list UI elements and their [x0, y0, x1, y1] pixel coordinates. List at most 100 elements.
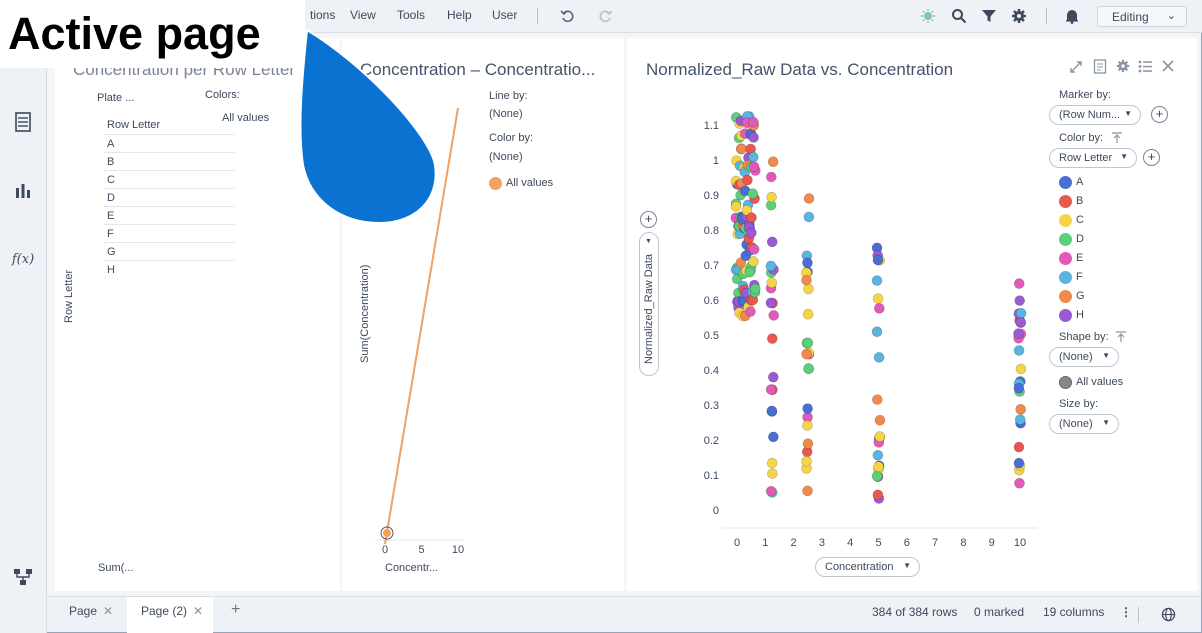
redo-icon[interactable]	[595, 6, 615, 26]
sort-icon[interactable]	[1115, 330, 1127, 348]
colors-legend-all-values[interactable]: All values	[222, 112, 270, 124]
tab-page[interactable]: Page ✕	[55, 597, 123, 633]
data-point	[766, 236, 778, 248]
marker-by-dropdown[interactable]: (Row Num... ▼	[1049, 105, 1141, 125]
data-point	[1014, 477, 1025, 489]
table-row[interactable]: G	[104, 242, 235, 260]
data-point	[871, 326, 883, 338]
filter-icon[interactable]	[979, 6, 999, 26]
marked-count[interactable]: 0 marked	[974, 605, 1025, 619]
globe-icon[interactable]	[1161, 607, 1176, 627]
table-row[interactable]: H	[104, 260, 235, 278]
more-options-icon[interactable]: ⋮	[1120, 605, 1132, 619]
legend-swatch	[1059, 309, 1072, 322]
y-tick-label: 0.1	[704, 470, 719, 482]
menu-visualizations[interactable]: tions	[310, 8, 336, 22]
details-icon[interactable]	[1093, 59, 1107, 79]
x-tick-label: 5	[418, 544, 424, 556]
data-point	[871, 470, 883, 482]
scatter-plot-area[interactable]: 0 0.1 0.2 0.3 0.4 0.5 0.6 0.7 0.8 0.9 1 1.1 0 1 2 3 4 5 6 7…	[627, 38, 1197, 591]
table-row[interactable]: D	[104, 188, 235, 206]
data-point	[802, 403, 813, 414]
data-point	[746, 212, 757, 223]
x-axis-selector[interactable]: Concentration ▼	[815, 557, 920, 577]
close-tab-icon[interactable]: ✕	[192, 604, 203, 618]
row-letter-header[interactable]: Row Letter	[107, 119, 161, 131]
close-tab-icon[interactable]: ✕	[102, 604, 113, 618]
color-by-dropdown[interactable]: Row Letter ▼	[1049, 148, 1137, 168]
table-row[interactable]: C	[104, 170, 235, 188]
y-tick-label: 0.3	[704, 400, 719, 412]
data-point	[744, 266, 756, 278]
shape-by-dropdown[interactable]: (None) ▼	[1049, 347, 1119, 367]
add-color-button[interactable]: +	[1143, 149, 1160, 166]
table-row[interactable]: E	[104, 206, 235, 224]
table-row[interactable]: B	[104, 152, 235, 170]
shape-by-value: (None)	[1059, 351, 1093, 363]
mode-dropdown[interactable]: Editing ⌄	[1097, 6, 1187, 27]
data-point	[766, 457, 778, 469]
add-marker-button[interactable]: +	[1151, 106, 1168, 123]
legend-label: D	[1076, 233, 1084, 245]
search-icon[interactable]	[949, 6, 969, 26]
notifications-bell-icon[interactable]	[1062, 6, 1082, 26]
y-tick-label: 0.5	[704, 330, 719, 342]
line-chart-plot[interactable]: 0 5 10	[342, 38, 624, 591]
menu-help[interactable]: Help	[447, 8, 472, 22]
legend-swatch	[1059, 252, 1072, 265]
data-point	[871, 394, 883, 405]
y-axis-selector[interactable]: Normalized_Raw Data ▼	[639, 232, 659, 376]
data-point	[1013, 441, 1025, 453]
menu-view[interactable]: View	[350, 8, 376, 22]
size-by-dropdown[interactable]: (None) ▼	[1049, 414, 1119, 434]
shape-by-label: Shape by:	[1059, 331, 1109, 343]
data-point	[766, 405, 778, 417]
fx-icon[interactable]: f(x)	[11, 251, 35, 267]
legend-label: E	[1076, 252, 1084, 264]
legend-swatch	[1059, 214, 1072, 227]
legend-swatch	[1059, 176, 1072, 189]
data-point	[765, 260, 777, 272]
add-y-axis-button[interactable]: +	[640, 211, 657, 228]
data-point	[803, 193, 815, 204]
scatter-plot-panel[interactable]: Normalized_Raw Data vs. Concentration + …	[627, 38, 1197, 591]
menu-user[interactable]: User	[492, 8, 518, 22]
data-point	[1015, 317, 1026, 328]
maximize-icon[interactable]	[1069, 60, 1083, 79]
data-point	[748, 132, 759, 143]
tab-page-2[interactable]: Page (2) ✕	[127, 597, 213, 633]
line-chart-title: Concentration – Concentratio...	[360, 60, 596, 79]
menu-tools[interactable]: Tools	[397, 8, 426, 22]
sort-icon[interactable]	[1111, 131, 1123, 149]
cell-value-axis-label[interactable]: Sum(...	[98, 562, 134, 574]
left-sidebar: f(x)	[0, 33, 47, 633]
legend-toggle-icon[interactable]	[1138, 60, 1153, 78]
close-icon[interactable]	[1161, 59, 1175, 78]
data-point	[747, 188, 759, 199]
data-point	[765, 485, 777, 497]
row-letter-axis-label[interactable]: Row Letter	[63, 269, 75, 323]
data-point	[801, 348, 812, 360]
data-point	[748, 161, 760, 172]
bar-chart-icon[interactable]	[12, 179, 34, 201]
table-row[interactable]: F	[104, 224, 235, 242]
visualization-settings-icon[interactable]	[1116, 59, 1130, 78]
legend-swatch	[1059, 376, 1072, 389]
column-header-plate[interactable]: Plate ...	[97, 92, 135, 104]
x-axis-label[interactable]: Concentr...	[385, 562, 439, 574]
settings-gear-icon[interactable]	[1009, 6, 1029, 26]
data-point	[873, 352, 885, 363]
data-flow-icon[interactable]	[12, 566, 34, 588]
ai-recommendations-icon[interactable]	[918, 6, 938, 26]
line-by-value[interactable]: (None)	[489, 108, 523, 120]
data-table-icon[interactable]	[12, 111, 34, 133]
data-point	[767, 468, 778, 479]
caret-down-icon: ▼	[1102, 351, 1110, 360]
color-by-value: Row Letter	[1059, 152, 1113, 164]
columns-count: 19 columns	[1043, 605, 1105, 619]
undo-icon[interactable]	[558, 6, 578, 26]
add-page-icon[interactable]: +	[231, 601, 241, 618]
color-by-value[interactable]: (None)	[489, 151, 523, 163]
table-row[interactable]: A	[104, 134, 235, 152]
data-point	[749, 283, 761, 295]
